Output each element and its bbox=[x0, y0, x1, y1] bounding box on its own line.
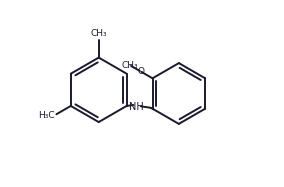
Text: NH: NH bbox=[130, 102, 144, 112]
Text: CH₃: CH₃ bbox=[90, 29, 107, 38]
Text: O: O bbox=[138, 67, 145, 76]
Text: H₃C: H₃C bbox=[38, 111, 55, 120]
Text: CH₃: CH₃ bbox=[122, 61, 139, 70]
